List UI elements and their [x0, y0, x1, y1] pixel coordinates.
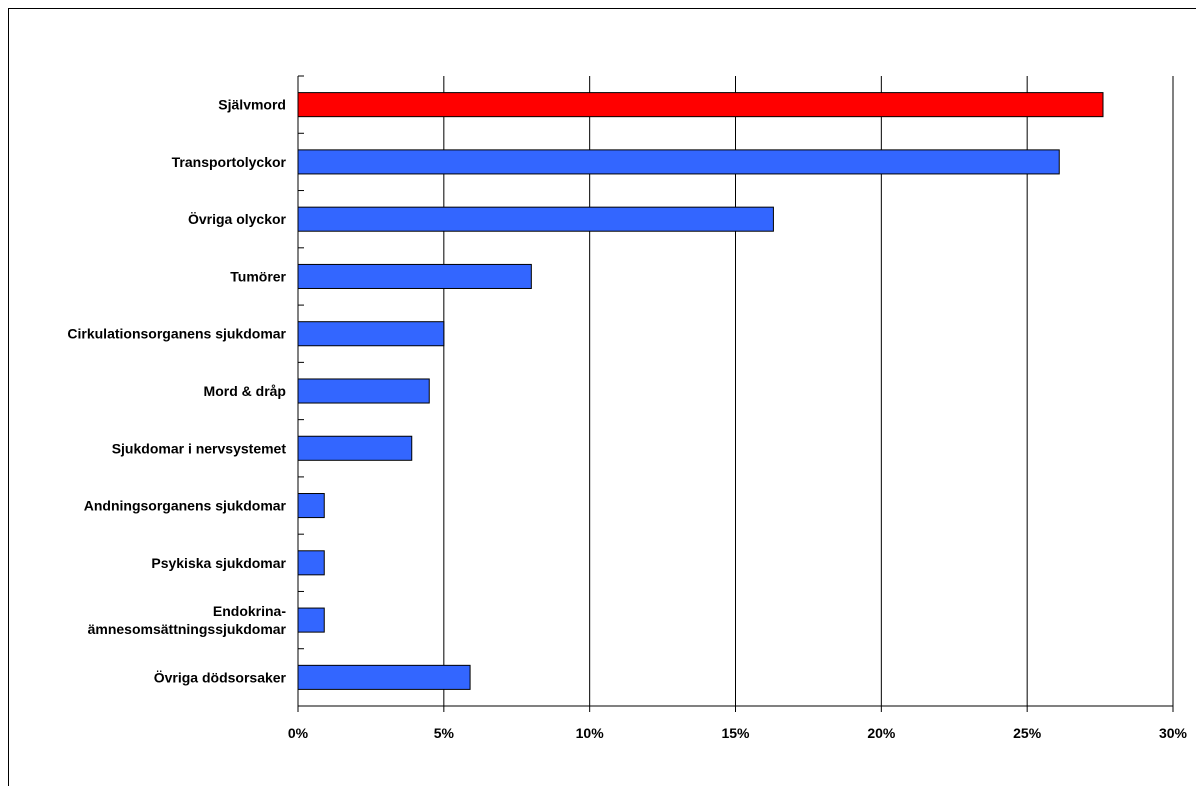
category-label-9-line-1: ämnesomsättningssjukdomar: [88, 621, 287, 637]
chart-frame: Självmord Transportolyckor Övriga olyckor T…: [8, 8, 1196, 786]
category-label-9-line-0: Endokrina-: [213, 603, 286, 619]
category-label-1: Transportolyckor: [172, 154, 287, 170]
bar-chart: Självmord Transportolyckor Övriga olyckor T…: [67, 75, 1188, 741]
bars: [297, 92, 1104, 690]
bar-10: [297, 664, 471, 690]
x-tick-labels: 0% 5% 10% 15% 20% 25% 30%: [288, 725, 1188, 741]
x-tick-label-0: 0%: [288, 725, 309, 741]
x-tick-label-10: 10%: [576, 725, 605, 741]
category-label-3: Tumörer: [230, 268, 286, 284]
category-label-2: Övriga olyckor: [188, 211, 287, 227]
category-label-10: Övriga dödsorsaker: [154, 669, 287, 685]
bar-9: [297, 607, 325, 633]
x-tick-label-15: 15%: [721, 725, 750, 741]
gridlines: [443, 76, 1174, 706]
category-labels: Självmord Transportolyckor Övriga olyckor T…: [67, 97, 286, 686]
bar-0: [297, 92, 1104, 118]
bar-6: [297, 435, 413, 461]
x-tick-label-20: 20%: [867, 725, 896, 741]
bar-3: [297, 263, 532, 289]
bar-2: [297, 206, 774, 232]
x-tick-label-5: 5%: [434, 725, 455, 741]
bar-7: [297, 493, 325, 519]
category-label-8: Psykiska sjukdomar: [151, 555, 286, 571]
bar-8: [297, 550, 325, 576]
bar-4: [297, 321, 445, 347]
category-label-5: Mord & dråp: [204, 383, 286, 399]
bar-5: [297, 378, 430, 404]
category-label-4: Cirkulationsorganens sjukdomar: [67, 326, 286, 342]
category-label-7: Andningsorganens sjukdomar: [84, 498, 287, 514]
category-label-0: Självmord: [218, 97, 286, 113]
x-tick-label-30: 30%: [1159, 725, 1188, 741]
bar-1: [297, 149, 1060, 175]
axes: [297, 75, 1174, 712]
x-tick-label-25: 25%: [1013, 725, 1042, 741]
category-label-6: Sjukdomar i nervsystemet: [112, 440, 287, 456]
